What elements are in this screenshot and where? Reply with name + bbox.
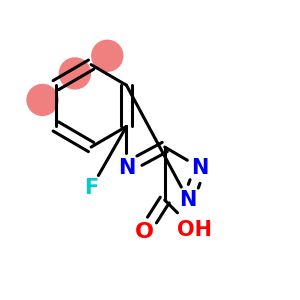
Text: OH: OH — [177, 220, 212, 239]
Text: N: N — [180, 190, 197, 210]
Circle shape — [177, 189, 200, 211]
FancyBboxPatch shape — [176, 218, 212, 241]
Circle shape — [26, 84, 59, 116]
Circle shape — [91, 40, 124, 72]
Circle shape — [59, 57, 91, 90]
Circle shape — [115, 157, 138, 179]
Text: F: F — [84, 178, 98, 198]
Circle shape — [80, 177, 102, 200]
Text: N: N — [191, 158, 209, 178]
Text: O: O — [135, 222, 154, 242]
Circle shape — [133, 221, 155, 244]
Text: N: N — [118, 158, 135, 178]
Circle shape — [189, 157, 211, 179]
